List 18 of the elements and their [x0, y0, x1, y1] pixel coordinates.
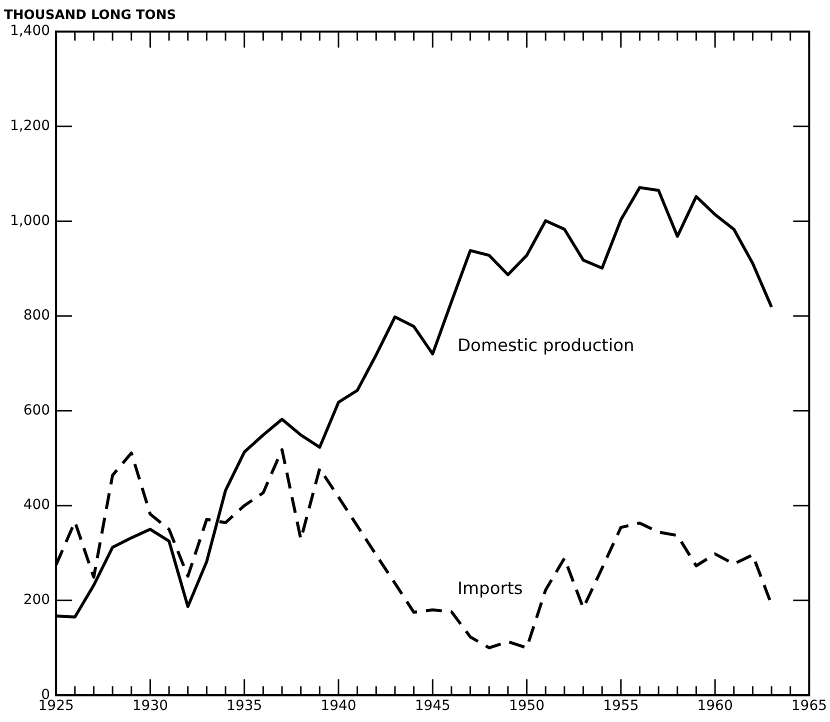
x-tick-label: 1950: [508, 698, 545, 714]
x-tick-label: 1960: [697, 698, 733, 714]
y-tick-label: 1,400: [10, 23, 50, 40]
y-tick-label: 400: [23, 497, 50, 514]
y-tick-label: 600: [23, 402, 50, 418]
series-label: Imports: [457, 579, 523, 600]
x-tick-label: 1935: [226, 698, 262, 714]
y-tick-label: 1,200: [10, 118, 50, 134]
y-axis-title: THOUSAND LONG TONS: [4, 8, 176, 24]
series-label: Domestic production: [457, 336, 634, 356]
x-tick-label: 1930: [132, 698, 168, 714]
x-tick-label: 1965: [791, 698, 828, 714]
y-tick-label: 800: [23, 308, 50, 324]
x-tick-label: 1945: [414, 698, 450, 714]
x-tick-label: 1940: [320, 698, 356, 714]
y-tick-label: 1,000: [10, 212, 50, 229]
x-tick-label: 1955: [603, 698, 639, 714]
y-tick-label: 200: [23, 592, 50, 608]
